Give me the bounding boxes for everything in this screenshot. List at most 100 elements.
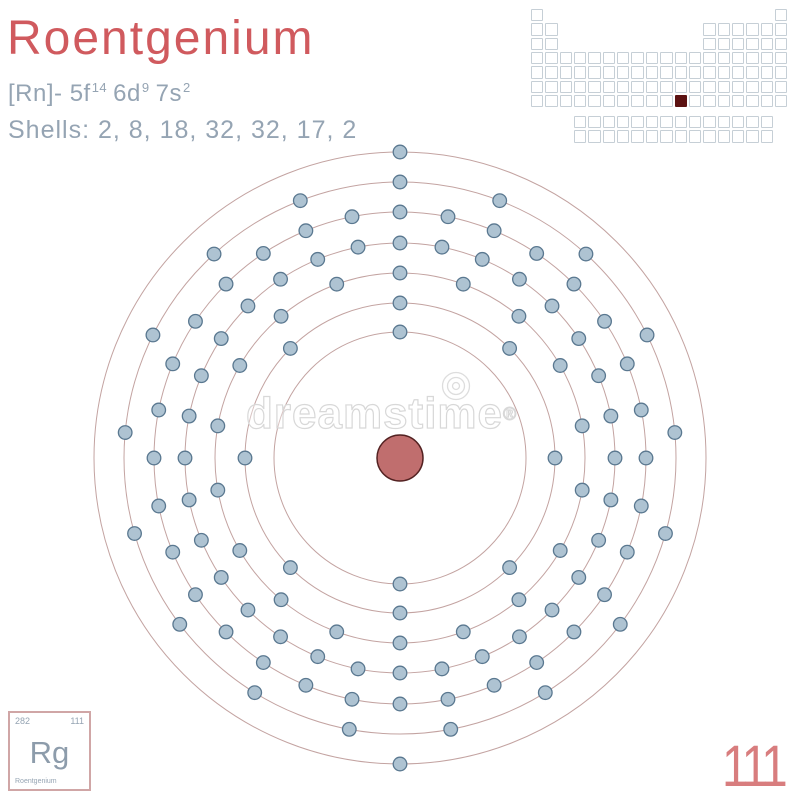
electron-dot [392,605,408,621]
electron-dot [177,450,193,466]
periodic-table-cell [645,95,659,108]
electron-dot [392,174,408,190]
periodic-table-cell [617,80,630,94]
periodic-table-cell [531,23,544,36]
periodic-table-cell [645,66,659,79]
element-name: Roentgenium [15,778,57,785]
periodic-table-cell [617,116,630,129]
electron-dot [392,756,408,772]
electron-dot [392,204,408,220]
electron-dot [511,629,527,645]
periodic-table-cell [574,52,587,65]
electron-dot [492,193,508,209]
periodic-table-cell [674,116,687,129]
periodic-table-cell [731,116,745,129]
electron-dot [502,560,518,576]
periodic-table-cell [602,95,616,108]
electron-dot [597,313,612,329]
electron-dot [571,569,587,585]
electron-dot [597,587,612,603]
periodic-table-cell [602,80,616,94]
periodic-table-cell [631,52,644,65]
electron-dot [193,368,209,384]
periodic-table-cell [703,116,716,129]
element-card: 282 111 Rg Roentgenium [8,711,91,791]
electron-dot [392,265,408,281]
electron-dot [151,402,167,418]
periodic-table-cell [559,66,573,79]
periodic-table-cell [760,80,773,94]
periodic-table-cell [559,52,573,65]
periodic-table-cell [545,52,558,65]
electron-dot [329,624,345,640]
electron-dot [310,251,326,267]
periodic-table-cell [703,130,716,143]
periodic-table-cell [703,66,716,79]
electron-dot [440,209,456,225]
periodic-table-cell [774,95,788,108]
periodic-table-cell [617,52,630,65]
electron-dot [603,492,619,508]
periodic-table-cell [774,80,788,94]
periodic-table-cell [645,52,659,65]
electron-dot [440,691,456,707]
periodic-table-cell [760,23,773,36]
electron-dot [392,635,408,651]
periodic-table-cell [746,52,759,65]
periodic-table-cell [588,116,601,129]
periodic-table-cell [602,52,616,65]
electron-dot [193,532,209,548]
electron-dot [502,340,518,356]
periodic-table-cell [717,66,730,79]
periodic-table-cell [717,116,730,129]
electron-dot [434,239,450,255]
electron-dot [547,450,563,466]
periodic-table-cell [774,66,788,79]
watermark-text: dreamstime [245,388,504,438]
periodic-table-cell [545,95,558,108]
electron-dot [552,358,568,373]
electron-dot [165,356,181,372]
periodic-table-cell [760,130,773,143]
periodic-table-cell [559,80,573,94]
periodic-table-cell [545,66,558,79]
periodic-table-cell [588,80,601,94]
electron-dot [151,498,167,514]
electron-dot [181,492,197,508]
electron-dot [638,450,654,466]
electron-dot [188,587,203,603]
watermark-swirl-icon [441,371,471,401]
electron-dot [392,665,408,681]
electron-dot [511,308,527,324]
electron-dot [434,661,450,677]
periodic-table-cell [645,116,659,129]
electron-dot [127,526,142,541]
orbital-term: 5f [69,80,91,107]
periodic-table-cell [746,130,759,143]
periodic-table-cell [660,80,673,94]
electron-configuration: [Rn]- 5f14 6d9 7s2 [8,80,197,108]
electron-dot [619,356,635,372]
periodic-table-cell [688,66,702,79]
periodic-table-cell [717,23,730,36]
electron-dot [633,498,649,514]
periodic-table-cell [746,80,759,94]
periodic-table-cell [531,37,544,51]
periodic-table-cell [760,37,773,51]
periodic-table-cell [545,37,558,51]
periodic-table-cell [717,130,730,143]
electron-dot [298,677,314,693]
electron-dot [544,602,560,618]
electron-dot [282,340,298,356]
electron-dot [392,576,408,592]
periodic-table-cell [602,130,616,143]
electron-dot [566,276,582,292]
shells-list: Shells: 2, 8, 18, 32, 32, 17, 2 [8,116,358,144]
periodic-table-cell [617,95,630,108]
element-title: Roentgenium [7,12,315,65]
electron-dot [566,624,582,640]
periodic-table-cell [674,66,687,79]
periodic-table-cell [660,66,673,79]
orbital-term: 7s [155,80,182,107]
